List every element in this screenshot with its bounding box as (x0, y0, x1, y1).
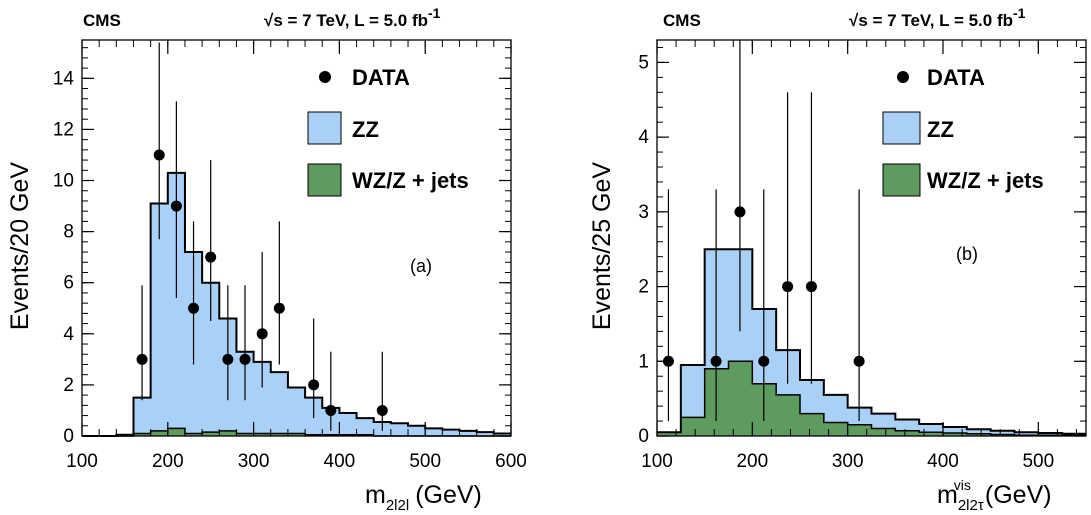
y-tick-label: 8 (63, 222, 74, 243)
zz-histogram-fill (82, 172, 511, 436)
panel-b-y-axis-label: Events/25 GeV (588, 162, 616, 330)
wzz-histogram-outline (657, 360, 1086, 437)
y-tick-label: 10 (53, 171, 74, 192)
y-tick-label: 4 (63, 324, 74, 345)
panel-a-legend: DATA ZZ WZ/Z + jets (307, 65, 469, 197)
x-tick-label: 500 (1022, 451, 1054, 472)
data-point (205, 251, 217, 263)
data-point (222, 353, 234, 365)
x-tick-label: 300 (832, 451, 864, 472)
panel-b-label: (b) (956, 244, 978, 264)
data-point (376, 404, 388, 416)
data-point (710, 355, 722, 367)
total-histogram-outline (82, 171, 511, 437)
panel-a-label: (a) (410, 256, 432, 276)
panel-a-energy-label: √s = 7 TeV, L = 5.0 fb-1 (264, 5, 441, 30)
data-point (782, 281, 794, 293)
legend-zz-label: ZZ (927, 117, 954, 142)
y-tick-label: 3 (638, 202, 649, 223)
y-tick-label: 5 (638, 52, 649, 73)
legend-data-label: DATA (352, 65, 410, 90)
plot-frame (81, 39, 512, 437)
x-tick-label: 100 (66, 451, 98, 472)
data-point (853, 355, 865, 367)
panel-b-energy-label: √s = 7 TeV, L = 5.0 fb-1 (849, 5, 1026, 30)
x-tick-label: 400 (324, 451, 356, 472)
legend-data-label: DATA (927, 65, 985, 90)
x-tick-label: 300 (238, 451, 270, 472)
panel-b-chart: CMS √s = 7 TeV, L = 5.0 fb-1 0 1 2 3 4 5 100 20… (588, 5, 1087, 514)
y-tick-label: 2 (63, 375, 74, 396)
y-tick-label: 0 (63, 426, 74, 447)
x-tick-label: 600 (495, 451, 527, 472)
y-tick-label: 6 (63, 273, 74, 294)
legend-data-marker (319, 71, 331, 83)
data-point (325, 404, 337, 416)
legend-wzz-label: WZ/Z + jets (927, 168, 1044, 193)
y-tick-label: 4 (638, 127, 649, 148)
legend-wzz-swatch (307, 163, 342, 197)
data-point (273, 302, 285, 314)
panel-b-experiment-label: CMS (663, 11, 701, 30)
panel-a-chart: CMS √s = 7 TeV, L = 5.0 fb-1 0 2 4 6 8 10 12 14… (6, 5, 527, 514)
data-point (136, 353, 148, 365)
y-tick-label: 12 (53, 119, 74, 140)
y-tick-label: 2 (638, 277, 649, 298)
panel-a-y-axis-label: Events/20 GeV (6, 162, 34, 330)
panel-a-experiment-label: CMS (83, 11, 121, 30)
data-point (734, 206, 746, 218)
panel-b-x-axis-label: m2l2τvis (GeV) (937, 477, 1052, 514)
data-point (170, 200, 182, 212)
y-tick-label: 1 (638, 351, 649, 372)
data-point (153, 149, 165, 161)
x-tick-label: 200 (736, 451, 768, 472)
x-tick-label: 400 (927, 451, 959, 472)
data-point (256, 328, 268, 340)
x-tick-label: 200 (152, 451, 184, 472)
legend-wzz-swatch (882, 163, 921, 197)
panel-b-plot-area: 0 1 2 3 4 5 100 200 300 400 500 (638, 39, 1087, 472)
data-point (188, 302, 200, 314)
x-tick-label: 100 (641, 451, 673, 472)
plot-frame (656, 39, 1087, 437)
legend-zz-swatch (882, 111, 921, 145)
y-tick-label: 14 (53, 68, 75, 89)
data-point (805, 281, 817, 293)
panel-a-plot-area: 0 2 4 6 8 10 12 14 100 200 300 400 500 600 (53, 39, 527, 472)
data-point (758, 355, 770, 367)
legend-zz-label: ZZ (352, 117, 379, 142)
x-tick-label: 500 (409, 451, 441, 472)
legend-data-marker (897, 71, 909, 83)
panel-b-legend: DATA ZZ WZ/Z + jets (882, 65, 1044, 197)
legend-zz-swatch (307, 111, 342, 145)
panel-a-x-axis-label: m2l2l (GeV) (365, 481, 482, 514)
y-tick-label: 0 (638, 426, 649, 447)
total-histogram-outline (657, 248, 1086, 435)
data-point (239, 353, 251, 365)
data-point (308, 379, 320, 391)
legend-wzz-label: WZ/Z + jets (352, 168, 469, 193)
